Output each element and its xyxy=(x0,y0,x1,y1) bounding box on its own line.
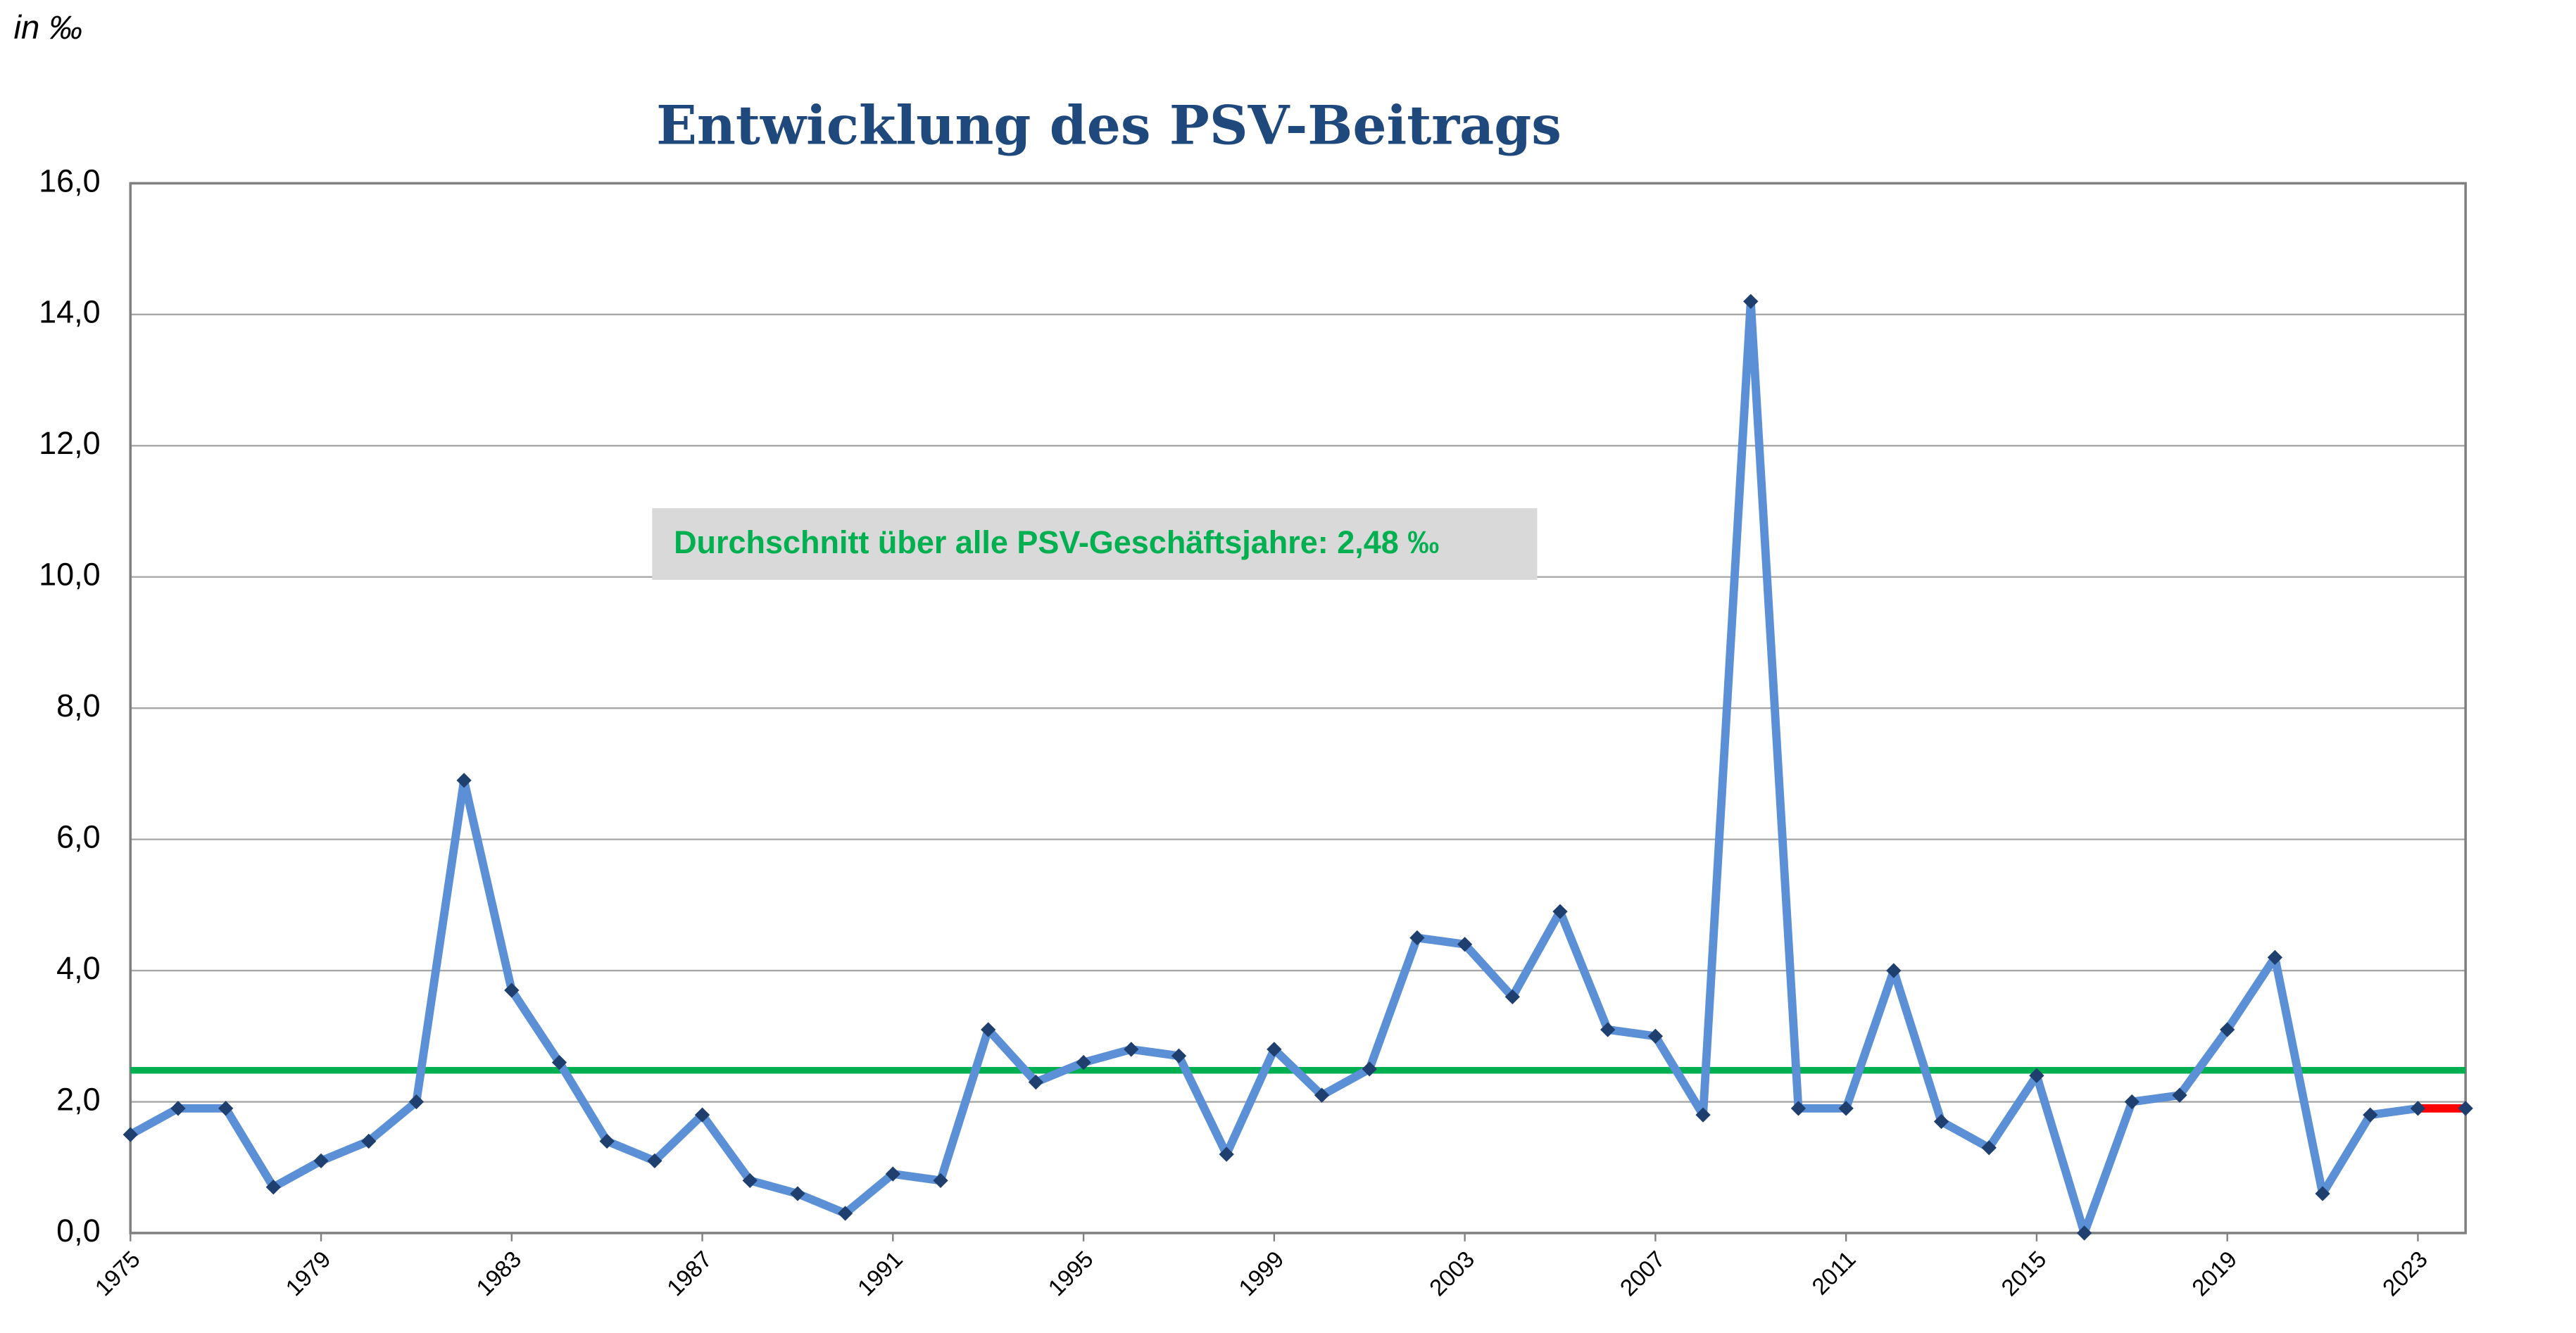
data-point xyxy=(1838,1101,1854,1116)
data-point xyxy=(1028,1074,1044,1090)
x-tick-label: 2003 xyxy=(1425,1246,1480,1301)
y-tick-label: 6,0 xyxy=(56,819,101,855)
x-tick-label: 2011 xyxy=(1807,1246,1861,1301)
data-point xyxy=(1171,1048,1187,1063)
plot-frame xyxy=(129,182,2467,1234)
data-point xyxy=(1981,1140,1997,1156)
data-point xyxy=(313,1153,329,1169)
data-point xyxy=(1600,1022,1616,1037)
data-point xyxy=(1076,1054,1091,1070)
data-point xyxy=(504,983,520,998)
y-tick-label: 10,0 xyxy=(39,557,101,593)
data-point xyxy=(742,1173,758,1189)
x-tick-label: 2015 xyxy=(1997,1246,2052,1301)
data-point xyxy=(2124,1094,2140,1110)
x-tick-label: 2019 xyxy=(2187,1246,2242,1301)
data-point xyxy=(2410,1101,2426,1116)
data-point xyxy=(2029,1068,2044,1083)
data-point xyxy=(2220,1022,2235,1037)
data-point xyxy=(2458,1101,2473,1116)
data-point xyxy=(1647,1028,1664,1044)
data-point xyxy=(1790,1101,1807,1116)
y-tick-label: 2,0 xyxy=(56,1081,101,1117)
data-point xyxy=(2267,949,2283,966)
data-point xyxy=(2363,1107,2378,1123)
y-tick-label: 8,0 xyxy=(56,688,101,724)
data-line xyxy=(128,297,2419,1237)
average-label: Durchschnitt über alle PSV-Geschäftsjahr… xyxy=(674,524,1439,560)
data-point xyxy=(1219,1146,1234,1162)
data-point xyxy=(1933,1113,1949,1130)
data-point xyxy=(981,1022,996,1037)
y-tick-label: 4,0 xyxy=(56,950,101,986)
data-point xyxy=(408,1094,425,1110)
x-tick-label: 2007 xyxy=(1615,1246,1670,1301)
data-point xyxy=(599,1133,615,1149)
x-tick-label: 1979 xyxy=(281,1246,336,1301)
y-tick-label: 0,0 xyxy=(56,1213,101,1249)
data-point xyxy=(1886,963,1902,978)
data-point xyxy=(2076,1225,2092,1241)
data-point xyxy=(1314,1087,1330,1103)
data-point xyxy=(885,1166,900,1182)
data-point xyxy=(1267,1042,1282,1057)
data-point xyxy=(456,773,472,788)
x-tick-label: 1995 xyxy=(1043,1246,1098,1301)
y-axis-unit: in ‰ xyxy=(14,9,82,46)
data-point xyxy=(1504,989,1520,1005)
data-point xyxy=(933,1173,948,1189)
x-tick-label: 1991 xyxy=(853,1246,907,1301)
data-point xyxy=(218,1101,234,1116)
y-tick-label: 12,0 xyxy=(39,425,101,461)
data-point xyxy=(790,1186,805,1201)
data-point xyxy=(694,1107,710,1123)
data-point xyxy=(1743,293,1759,309)
x-tick-label: 2023 xyxy=(2377,1246,2432,1301)
chart-title: Entwicklung des PSV-Beitrags xyxy=(656,94,1562,157)
x-tick-label: 1983 xyxy=(472,1246,527,1301)
x-tick-label: 1975 xyxy=(90,1246,145,1301)
data-point xyxy=(1457,937,1473,952)
data-point xyxy=(837,1206,853,1221)
data-point xyxy=(2315,1186,2330,1201)
data-point xyxy=(1409,930,1425,946)
data-point xyxy=(122,1127,138,1142)
data-point xyxy=(1552,904,1568,919)
y-tick-label: 14,0 xyxy=(39,294,101,330)
data-point xyxy=(361,1133,377,1149)
data-point xyxy=(1695,1107,1711,1123)
data-point xyxy=(1362,1061,1377,1077)
x-tick-label: 1987 xyxy=(662,1246,717,1301)
data-point xyxy=(2172,1087,2187,1103)
data-point xyxy=(1124,1042,1139,1057)
x-tick-label: 1999 xyxy=(1234,1246,1289,1301)
y-tick-label: 16,0 xyxy=(39,163,101,198)
data-point xyxy=(265,1180,281,1195)
average-label-box xyxy=(652,508,1538,580)
